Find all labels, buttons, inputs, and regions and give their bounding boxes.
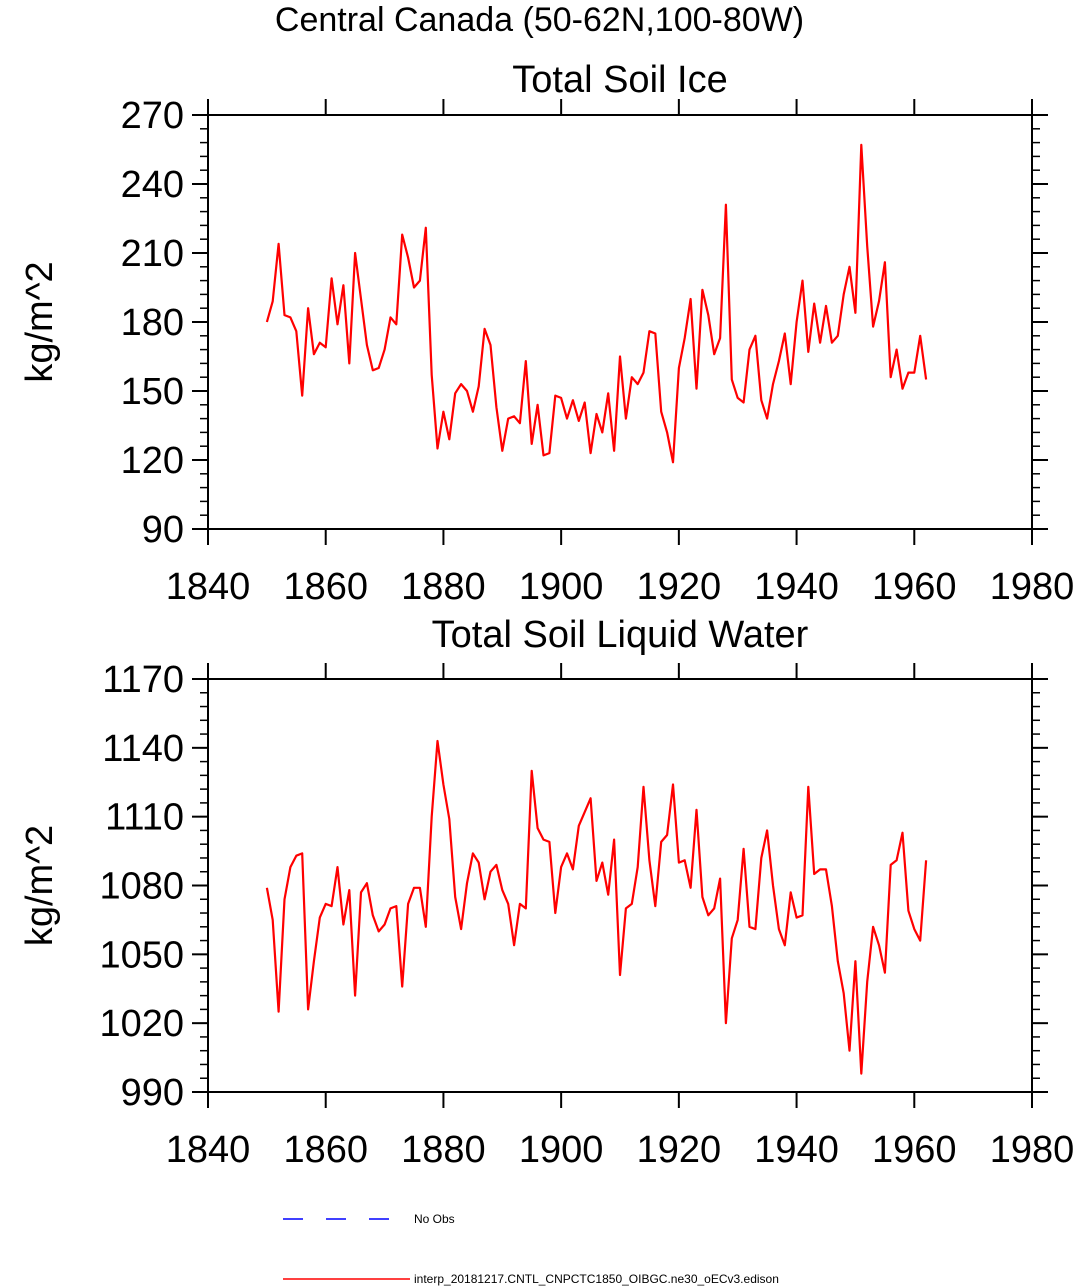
- x-tick-label: 1920: [637, 566, 722, 608]
- chart-panel-1: Total Soil Ice kg/m^2 1840 1860 1880 1900 1920…: [19, 59, 1074, 608]
- y-tick-label: 1170: [102, 659, 184, 701]
- y-tick-label: 1140: [102, 728, 184, 770]
- x-tick-label: 1840: [166, 566, 251, 608]
- y-tick-label: 210: [121, 233, 184, 275]
- x-tick-label: 1880: [401, 566, 486, 608]
- chart-title: Total Soil Ice: [512, 59, 727, 101]
- chart-panel-2: Total Soil Liquid Water kg/m^2 1840 1860 188…: [19, 614, 1074, 1171]
- x-tick-label: 1980: [990, 1129, 1075, 1171]
- plot-frame: [207, 678, 1033, 1093]
- x-tick-label: 1940: [754, 1129, 839, 1171]
- y-tick-label: 120: [121, 440, 184, 482]
- y-tick-label: 990: [121, 1072, 184, 1114]
- y-axis-label: kg/m^2: [19, 261, 61, 382]
- y-tick-label: 1020: [99, 1003, 184, 1045]
- chart-title: Total Soil Liquid Water: [432, 614, 809, 656]
- y-tick-label: 90: [142, 509, 184, 551]
- legend-label-no-obs: No Obs: [414, 1212, 455, 1226]
- y-axis-label: kg/m^2: [19, 825, 61, 946]
- x-tick-label: 1960: [872, 1129, 957, 1171]
- x-tick-label: 1860: [283, 566, 368, 608]
- x-tick-label: 1900: [519, 1129, 604, 1171]
- y-tick-label: 270: [121, 95, 184, 137]
- x-tick-label: 1920: [637, 1129, 722, 1171]
- legend: No Obs interp_20181217.CNTL_CNPCTC1850_OI…: [283, 1212, 779, 1286]
- x-tick-label: 1980: [990, 566, 1075, 608]
- main-title: Central Canada (50-62N,100-80W): [274, 1, 805, 39]
- x-tick-label: 1900: [519, 566, 604, 608]
- x-tick-label: 1860: [283, 1129, 368, 1171]
- series-line: [265, 739, 928, 1075]
- x-tick-label: 1960: [872, 566, 957, 608]
- y-tick-label: 1110: [105, 797, 184, 839]
- y-tick-label: 1080: [99, 866, 184, 908]
- x-tick-label: 1940: [754, 566, 839, 608]
- legend-label-model: interp_20181217.CNTL_CNPCTC1850_OIBGC.ne…: [414, 1272, 779, 1286]
- x-tick-label: 1840: [166, 1129, 251, 1171]
- series-line: [265, 143, 928, 464]
- x-tick-label: 1880: [401, 1129, 486, 1171]
- y-tick-label: 1050: [99, 934, 184, 976]
- plot-frame: [207, 114, 1033, 530]
- y-tick-label: 150: [121, 371, 184, 413]
- y-tick-label: 180: [121, 302, 184, 344]
- y-tick-label: 240: [121, 164, 184, 206]
